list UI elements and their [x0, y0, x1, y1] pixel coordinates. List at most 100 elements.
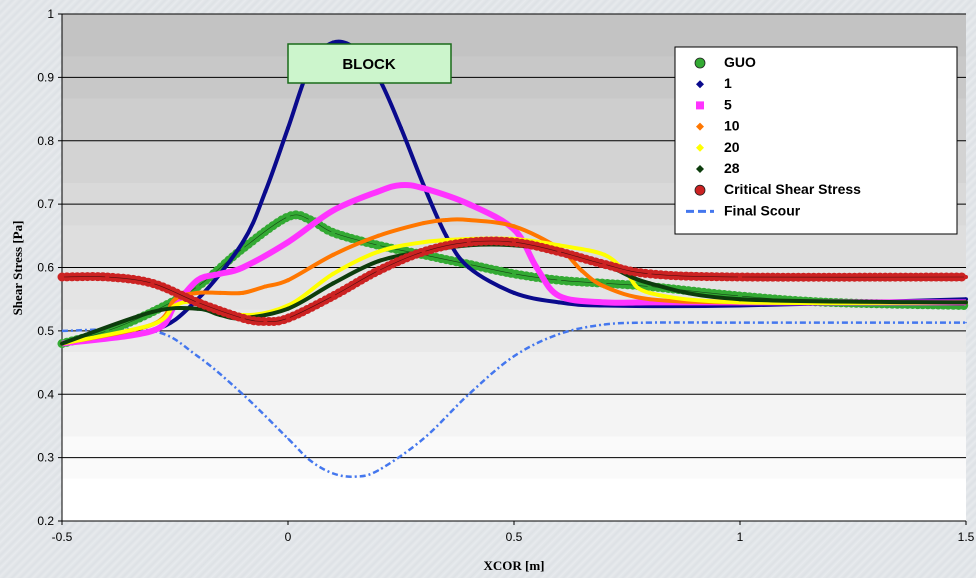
data-point — [557, 294, 562, 298]
data-point — [286, 240, 290, 245]
data-point — [263, 284, 268, 289]
data-point — [557, 249, 562, 254]
data-point — [647, 281, 652, 286]
data-point — [965, 321, 967, 324]
data-point — [739, 321, 741, 324]
data-point — [466, 265, 471, 270]
y-tick-label: 0.2 — [37, 514, 54, 528]
data-point — [512, 271, 516, 276]
plot-band — [62, 478, 966, 522]
data-point — [602, 300, 607, 305]
legend-label: 5 — [724, 96, 732, 112]
data-point — [557, 278, 562, 283]
legend-item: Critical Shear Stress — [694, 181, 861, 197]
data-point — [195, 278, 200, 283]
legend-swatch — [696, 143, 704, 152]
data-point — [195, 300, 200, 305]
legend-label: 1 — [724, 75, 732, 91]
x-tick-label: 1.5 — [958, 530, 975, 544]
legend-item: 28 — [696, 160, 740, 176]
data-point — [331, 294, 336, 298]
data-point — [738, 275, 742, 279]
data-point — [602, 252, 607, 257]
series-core — [61, 240, 967, 322]
data-point — [444, 233, 449, 238]
tick-labels: 0.2 0.3 0.4 0.5 0.6 0.7 0.8 0.9 1 -0.5 0 0.5 1 1.5 — [37, 7, 974, 544]
data-point — [738, 300, 742, 305]
data-point — [647, 297, 652, 302]
data-point — [964, 275, 968, 279]
data-point — [399, 183, 403, 188]
y-tick-label: 0.8 — [37, 134, 54, 148]
legend: GUO 1 5 10 20 28 Critical Shear Stress Final Sc… — [674, 46, 958, 235]
series-line — [61, 321, 966, 478]
data-point — [240, 290, 245, 295]
legend-item: 5 — [696, 96, 732, 112]
data-point — [218, 290, 223, 295]
x-tick-label: 0.5 — [506, 530, 523, 544]
legend-item: 10 — [696, 118, 740, 134]
legend-label: 20 — [724, 139, 740, 155]
data-point — [466, 218, 471, 222]
y-tick-label: 0.7 — [37, 197, 54, 211]
data-point — [468, 393, 470, 396]
data-point — [331, 230, 336, 235]
data-point — [602, 284, 607, 289]
legend-item: 20 — [696, 139, 740, 155]
data-point — [195, 306, 200, 311]
data-point — [466, 240, 471, 245]
legend-swatch — [696, 101, 704, 110]
data-point — [376, 249, 381, 254]
data-point — [331, 281, 336, 286]
data-point — [421, 221, 426, 226]
data-point — [376, 233, 381, 238]
data-point — [173, 297, 177, 302]
block-label-box — [287, 43, 452, 84]
data-point — [376, 268, 381, 273]
data-point — [240, 240, 245, 245]
data-point — [60, 275, 64, 279]
data-point — [105, 275, 110, 279]
data-point — [150, 322, 155, 327]
data-point — [444, 218, 449, 222]
legend-box — [674, 46, 958, 235]
plot-band — [62, 394, 966, 437]
block-label: BLOCK — [342, 56, 395, 73]
y-tick-label: 0.5 — [37, 324, 54, 338]
legend-swatch — [696, 165, 704, 173]
data-point — [240, 265, 245, 270]
data-point — [286, 278, 290, 283]
data-point — [512, 290, 516, 295]
data-point — [263, 319, 268, 324]
data-point — [603, 323, 606, 326]
data-point — [512, 224, 516, 229]
data-point — [558, 333, 560, 335]
data-point — [421, 249, 426, 254]
data-point — [647, 300, 652, 305]
data-point — [196, 355, 199, 358]
data-point — [422, 437, 425, 440]
legend-label: 28 — [724, 160, 740, 176]
data-point — [218, 271, 223, 276]
data-point — [308, 218, 313, 222]
data-point — [240, 246, 245, 251]
legend-label: Final Scour — [724, 202, 801, 218]
data-point — [150, 309, 155, 314]
legend-item: Final Scour — [686, 202, 801, 218]
x-axis-label: XCOR [m] — [483, 558, 544, 573]
data-point — [421, 186, 426, 191]
y-tick-label: 0.4 — [37, 387, 54, 401]
y-tick-label: 0.3 — [37, 451, 54, 465]
block-annotation: BLOCK — [287, 43, 452, 84]
legend-item: 1 — [696, 75, 732, 91]
x-tick-label: 1 — [737, 530, 744, 544]
data-point — [286, 316, 290, 321]
x-tick-label: 0 — [285, 530, 292, 544]
data-point — [355, 475, 357, 478]
series-critical-shear-stress — [57, 236, 971, 326]
data-point — [263, 189, 268, 194]
data-point — [376, 189, 381, 194]
data-point — [602, 262, 607, 267]
